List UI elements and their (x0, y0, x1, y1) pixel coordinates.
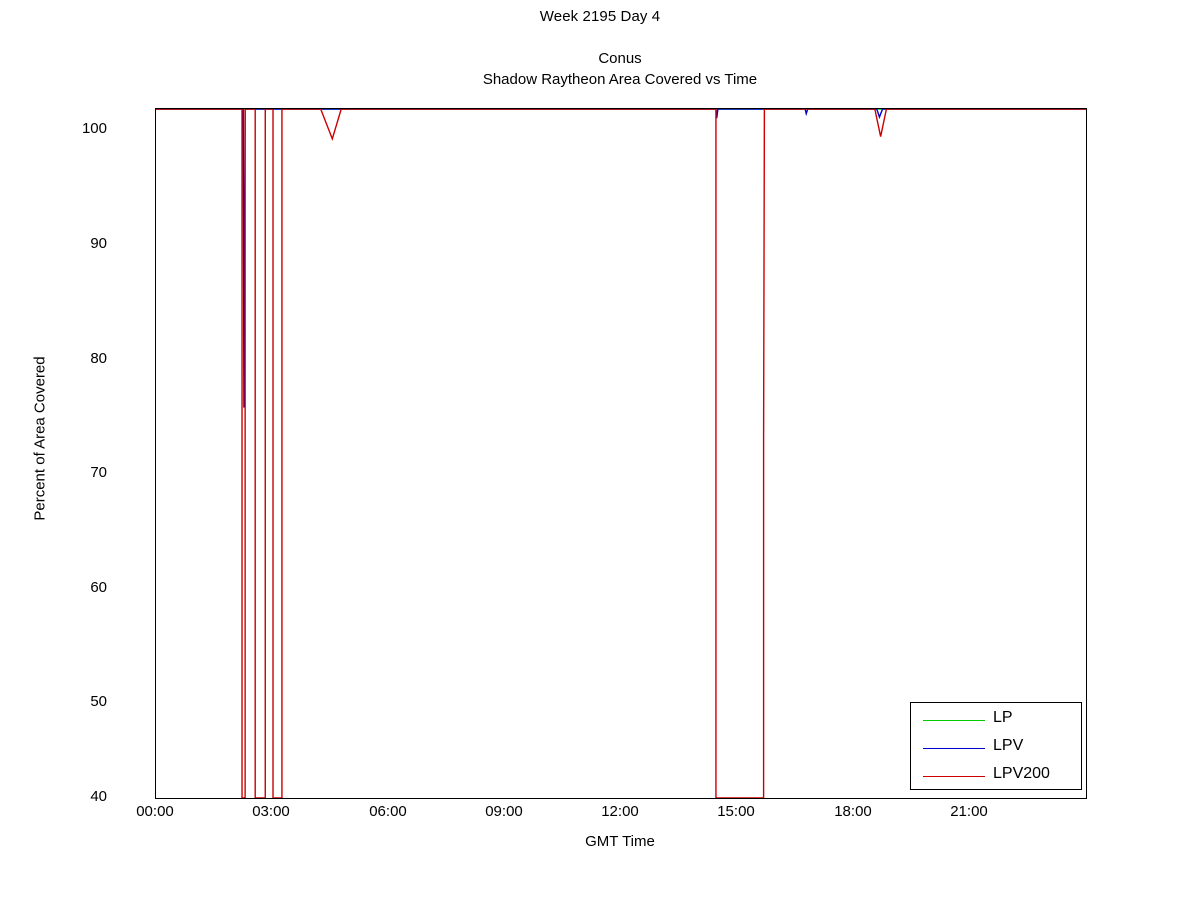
legend-label-lpv: LPV (993, 737, 1024, 754)
xtick-label-1800: 18:00 (834, 803, 872, 820)
ytick-label-80: 80 (90, 350, 107, 367)
legend-swatch-lpv200 (923, 776, 985, 777)
legend[interactable]: LP LPV LPV200 (910, 702, 1082, 790)
legend-label-lp: LP (993, 709, 1013, 726)
xtick-label-1200: 12:00 (601, 803, 639, 820)
legend-item-lp[interactable]: LP (911, 707, 1083, 735)
chart-title: Conus Shadow Raytheon Area Covered vs Ti… (155, 48, 1085, 90)
xtick-label-2100: 21:00 (950, 803, 988, 820)
ytick-label-70: 70 (90, 464, 107, 481)
chart-title-line-1: Conus (598, 50, 642, 67)
legend-item-lpv200[interactable]: LPV200 (911, 763, 1083, 791)
legend-swatch-lp (923, 720, 985, 721)
xtick-label-1500: 15:00 (717, 803, 755, 820)
ytick-label-40: 40 (90, 788, 107, 805)
x-axis-label: GMT Time (585, 833, 655, 850)
xtick-label-0600: 06:00 (369, 803, 407, 820)
ytick-label-90: 90 (90, 235, 107, 252)
plot-area (155, 108, 1087, 799)
figure-suptitle: Week 2195 Day 4 (539, 8, 661, 25)
series-line-lpv200 (156, 109, 1086, 798)
ytick-label-100: 100 (81, 120, 107, 137)
legend-item-lpv[interactable]: LPV (911, 735, 1083, 763)
ytick-label-60: 60 (90, 579, 107, 596)
legend-label-lpv200: LPV200 (993, 765, 1050, 782)
chart-title-line-2: Shadow Raytheon Area Covered vs Time (482, 71, 758, 88)
y-axis-label: Percent of Area Covered (31, 356, 49, 521)
legend-swatch-lpv (923, 748, 985, 749)
xtick-label-0900: 09:00 (485, 803, 523, 820)
series-canvas (156, 109, 1086, 798)
xtick-label-0000: 00:00 (136, 803, 174, 820)
series-line-lpv (156, 109, 1086, 408)
ytick-label-50: 50 (90, 693, 107, 710)
xtick-label-0300: 03:00 (252, 803, 290, 820)
